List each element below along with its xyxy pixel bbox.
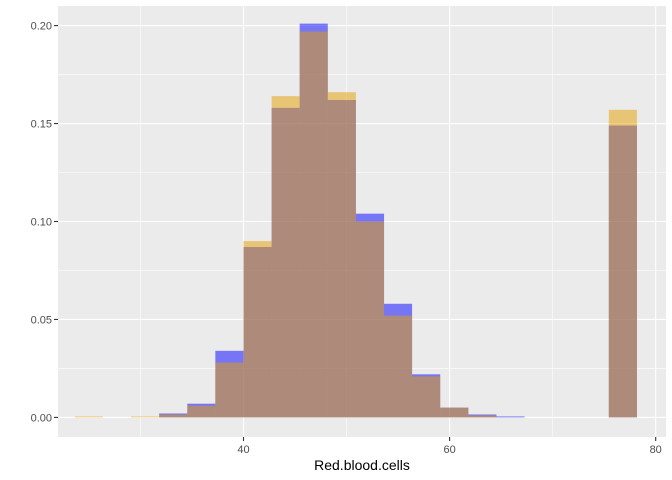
histogram-bar-series-2 xyxy=(384,315,413,418)
x-tick-label: 60 xyxy=(443,444,455,456)
y-axis: 0.00 0.05 0.10 0.15 0.20 xyxy=(31,21,58,424)
x-axis: 40 60 80 xyxy=(237,437,662,456)
histogram-bar-series-2 xyxy=(187,405,216,418)
histogram-bar-series-2 xyxy=(327,92,356,418)
y-tick-label: 0.20 xyxy=(31,21,52,33)
y-tick-label: 0.00 xyxy=(31,412,52,424)
histogram-bar-series-2 xyxy=(74,416,103,418)
histogram-bar-series-2 xyxy=(412,376,441,418)
x-tick-label: 40 xyxy=(237,444,249,456)
histogram-bar-series-2 xyxy=(131,416,160,418)
histogram-bar-series-2 xyxy=(299,31,328,418)
histogram-bars xyxy=(74,23,637,418)
histogram-bar-series-2 xyxy=(440,407,469,418)
y-tick-label: 0.05 xyxy=(31,314,52,326)
histogram-bar-series-2 xyxy=(608,109,637,418)
histogram-bar-series-2 xyxy=(355,221,385,418)
y-tick-label: 0.10 xyxy=(31,217,52,229)
y-tick-label: 0.15 xyxy=(31,119,52,131)
histogram-bar-series-2 xyxy=(243,241,272,418)
x-tick-label: 80 xyxy=(650,444,662,456)
x-axis-title: Red.blood.cells xyxy=(314,457,410,473)
histogram-bar-series-2 xyxy=(215,362,244,418)
histogram-bar-series-2 xyxy=(468,415,497,418)
histogram-bar-series-2 xyxy=(159,414,188,418)
histogram-bar-series-2 xyxy=(271,96,300,418)
histogram-bar-series-1 xyxy=(496,416,525,418)
